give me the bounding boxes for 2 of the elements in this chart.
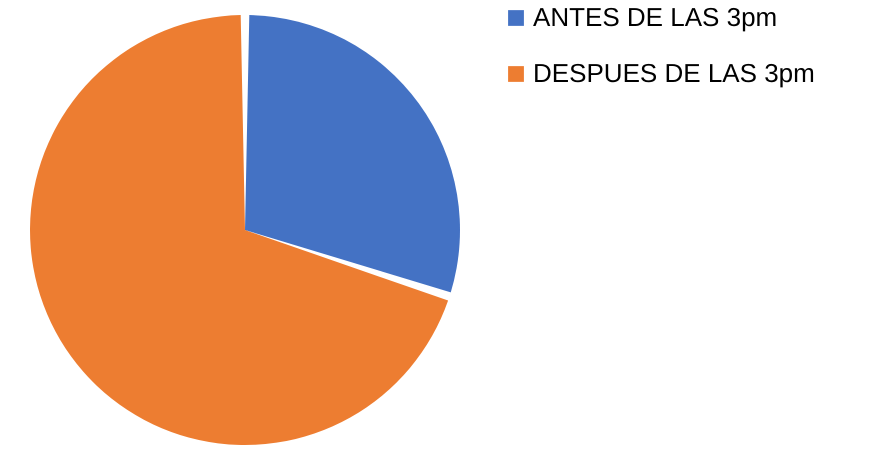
legend-label: ANTES DE LAS 3pm [533, 2, 778, 32]
legend-label: DESPUES DE LAS 3pm [533, 58, 815, 88]
